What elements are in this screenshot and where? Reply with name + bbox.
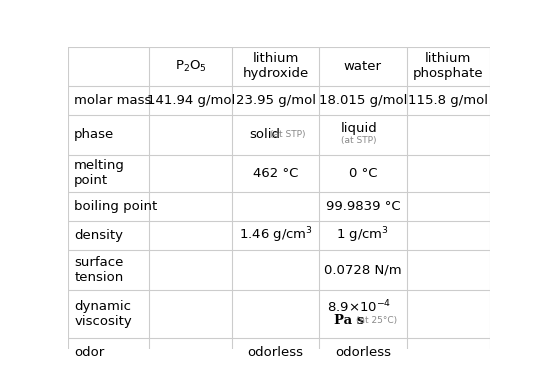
Text: (at STP): (at STP)	[270, 130, 306, 139]
Text: density: density	[74, 229, 123, 242]
Text: 0 °C: 0 °C	[349, 167, 377, 180]
Text: 99.9839 °C: 99.9839 °C	[325, 200, 400, 213]
Text: water: water	[344, 60, 382, 73]
Text: (at STP): (at STP)	[341, 136, 377, 145]
Text: surface
tension: surface tension	[74, 256, 123, 284]
Text: 141.94 g/mol: 141.94 g/mol	[147, 94, 235, 107]
Text: 115.8 g/mol: 115.8 g/mol	[408, 94, 488, 107]
Text: Pa s: Pa s	[334, 314, 364, 327]
Text: 462 °C: 462 °C	[253, 167, 299, 180]
Text: (at 25°C): (at 25°C)	[356, 316, 398, 325]
Text: molar mass: molar mass	[74, 94, 152, 107]
Text: 0.0728 N/m: 0.0728 N/m	[324, 264, 401, 277]
Text: odorless: odorless	[335, 346, 391, 359]
Text: odor: odor	[74, 346, 104, 359]
Text: solid: solid	[249, 128, 280, 142]
Text: liquid: liquid	[341, 122, 378, 135]
Text: 8.9$\times$10$^{-4}$: 8.9$\times$10$^{-4}$	[327, 298, 391, 315]
Text: lithium
hydroxide: lithium hydroxide	[243, 52, 309, 80]
Text: phase: phase	[74, 128, 114, 142]
Text: odorless: odorless	[248, 346, 304, 359]
Text: 23.95 g/mol: 23.95 g/mol	[236, 94, 316, 107]
Text: P$_2$O$_5$: P$_2$O$_5$	[175, 59, 207, 74]
Text: 1 g/cm$^3$: 1 g/cm$^3$	[336, 226, 390, 245]
Text: dynamic
viscosity: dynamic viscosity	[74, 300, 132, 328]
Text: boiling point: boiling point	[74, 200, 157, 213]
Text: melting
point: melting point	[74, 159, 125, 187]
Text: 18.015 g/mol: 18.015 g/mol	[319, 94, 407, 107]
Text: 1.46 g/cm$^3$: 1.46 g/cm$^3$	[239, 226, 313, 245]
Text: lithium
phosphate: lithium phosphate	[413, 52, 484, 80]
